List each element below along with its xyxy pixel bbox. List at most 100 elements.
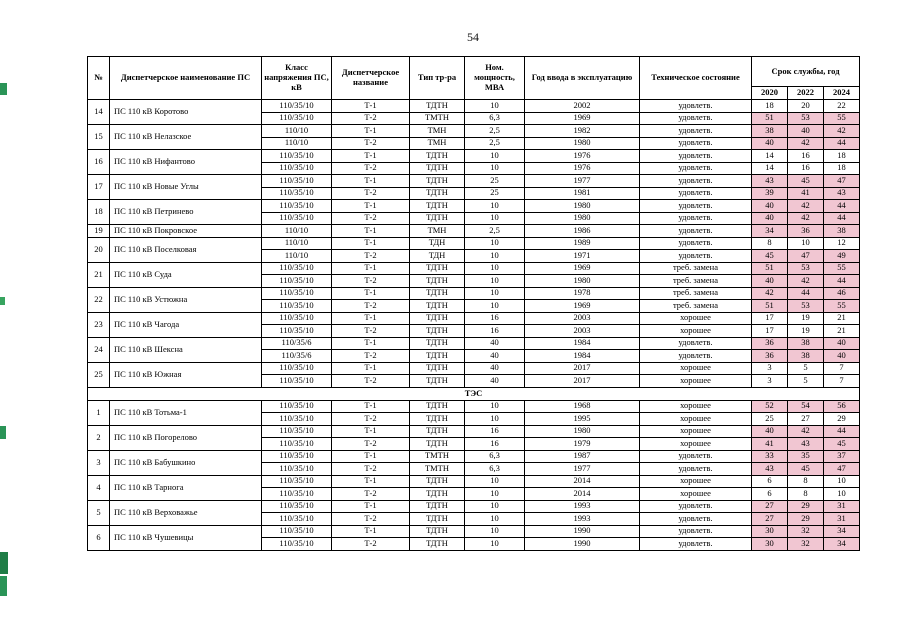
cell-life-2024: 34 — [822, 524, 861, 538]
cell-condition: удовлетв. — [639, 449, 752, 463]
cell-dispatch-name: Т-2 — [331, 161, 410, 175]
cell-voltage-class: 110/35/6 — [261, 336, 332, 350]
cell-life-2022: 19 — [787, 324, 824, 338]
cell-station-name: ПС 110 кВ Тарнога — [109, 474, 262, 501]
cell-life-2022: 42 — [787, 274, 824, 288]
cell-life-2022: 29 — [787, 499, 824, 513]
cell-power: 10 — [464, 149, 525, 163]
cell-life-2022: 35 — [787, 449, 824, 463]
col-header-year-2022: 2022 — [787, 86, 824, 100]
cell-life-2020: 3 — [751, 361, 788, 375]
cell-condition: хорошее — [639, 412, 752, 426]
cell-life-2020: 52 — [751, 399, 788, 413]
cell-condition: треб. замена — [639, 299, 752, 313]
cell-life-2020: 17 — [751, 324, 788, 338]
table-row: 5 ПС 110 кВ Верховажье 110/35/10 Т-1 ТДТН 10 1… — [87, 499, 861, 526]
cell-station-name: ПС 110 кВ Бабушкино — [109, 449, 262, 476]
col-header-condition: Техническое состояние — [639, 56, 752, 100]
cell-life-2024: 44 — [822, 274, 861, 288]
cell-num: 3 — [87, 449, 110, 476]
cell-power: 2,5 — [464, 136, 525, 150]
cell-life-2022: 41 — [787, 186, 824, 200]
cell-life-2020: 27 — [751, 512, 788, 526]
cell-num: 6 — [87, 524, 110, 551]
cell-life-2022: 8 — [787, 474, 824, 488]
cell-num: 14 — [87, 99, 110, 125]
section-title: ТЭС — [86, 386, 861, 401]
cell-transformer-type: ТДТН — [409, 336, 465, 350]
cell-condition: удовлетв. — [639, 186, 752, 200]
cell-voltage-class: 110/35/10 — [261, 311, 332, 325]
cell-num: 2 — [87, 424, 110, 451]
cell-transformer-type: ТДТН — [409, 374, 465, 388]
cell-life-2020: 41 — [751, 437, 788, 451]
cell-power: 10 — [464, 236, 525, 250]
cell-voltage-class: 110/35/10 — [261, 437, 332, 451]
cell-life-2024: 21 — [822, 324, 861, 338]
cell-life-2024: 10 — [822, 474, 861, 488]
cell-life-2020: 25 — [751, 412, 788, 426]
cell-year: 1990 — [524, 537, 640, 551]
cell-transformer-type: ТДТН — [409, 324, 465, 338]
cell-power: 6,3 — [464, 111, 525, 125]
col-header-power: Ном. мощность, МВА — [464, 56, 525, 100]
table-row: 110/35/10 Т-2 ТДТН 16 1979 хорошее 41 43 45 — [88, 437, 861, 451]
cell-condition: удовлетв. — [639, 462, 752, 476]
cell-condition: хорошее — [639, 437, 752, 451]
cell-voltage-class: 110/10 — [261, 224, 332, 238]
cell-station-name: ПС 110 кВ Нифантово — [109, 149, 262, 175]
cell-station-name: ПС 110 кВ Петринево — [109, 199, 262, 225]
cell-year: 1969 — [524, 261, 640, 275]
cell-transformer-type: ТДТН — [409, 199, 465, 213]
cell-life-2024: 21 — [822, 311, 861, 325]
cell-condition: хорошее — [639, 424, 752, 438]
cell-voltage-class: 110/35/10 — [261, 412, 332, 426]
cell-dispatch-name: Т-1 — [331, 224, 410, 238]
cell-voltage-class: 110/35/10 — [261, 161, 332, 175]
cell-power: 10 — [464, 474, 525, 488]
cell-num: 18 — [87, 199, 110, 225]
cell-condition: удовлетв. — [639, 249, 752, 263]
table-row: 17 ПС 110 кВ Новые Углы 110/35/10 Т-1 ТДТН 25… — [87, 174, 861, 200]
cell-station-name: ПС 110 кВ Новые Углы — [109, 174, 262, 200]
cell-condition: хорошее — [639, 374, 752, 388]
cell-dispatch-name: Т-1 — [331, 174, 410, 188]
cell-year: 2014 — [524, 487, 640, 501]
cell-condition: удовлетв. — [639, 124, 752, 138]
col-header-num: № — [87, 56, 110, 100]
cell-transformer-type: ТДТН — [409, 437, 465, 451]
col-header-transformer-type: Тип тр-ра — [409, 56, 465, 100]
cell-voltage-class: 110/10 — [261, 136, 332, 150]
cell-voltage-class: 110/35/10 — [261, 99, 332, 113]
cell-dispatch-name: Т-2 — [331, 537, 410, 551]
cell-transformer-type: ТДТН — [409, 361, 465, 375]
cell-transformer-type: ТДТН — [409, 311, 465, 325]
cell-voltage-class: 110/35/10 — [261, 399, 332, 413]
cell-life-2020: 51 — [751, 111, 788, 125]
cell-year: 1980 — [524, 274, 640, 288]
cell-year: 1984 — [524, 349, 640, 363]
cell-life-2020: 51 — [751, 261, 788, 275]
cell-life-2022: 10 — [787, 236, 824, 250]
cell-station-name: ПС 110 кВ Устюжна — [109, 286, 262, 313]
cell-transformer-type: ТМН — [409, 136, 465, 150]
cell-year: 1977 — [524, 174, 640, 188]
cell-life-2020: 43 — [751, 174, 788, 188]
cell-life-2020: 30 — [751, 524, 788, 538]
cell-condition: удовлетв. — [639, 111, 752, 125]
cell-condition: удовлетв. — [639, 512, 752, 526]
cell-life-2024: 55 — [822, 261, 861, 275]
cell-voltage-class: 110/35/10 — [261, 324, 332, 338]
cell-station-name: ПС 110 кВ Шексна — [109, 336, 262, 363]
cell-condition: треб. замена — [639, 286, 752, 300]
cell-transformer-type: ТМН — [409, 224, 465, 238]
cell-transformer-type: ТДТН — [409, 474, 465, 488]
cell-transformer-type: ТДТН — [409, 399, 465, 413]
cell-dispatch-name: Т-2 — [331, 437, 410, 451]
cell-life-2024: 40 — [822, 336, 861, 350]
cell-dispatch-name: Т-2 — [331, 111, 410, 125]
cell-station-name: ПС 110 кВ Погорелово — [109, 424, 262, 451]
cell-station-name: ПС 110 кВ Чушевицы — [109, 524, 262, 551]
cell-voltage-class: 110/35/10 — [261, 524, 332, 538]
